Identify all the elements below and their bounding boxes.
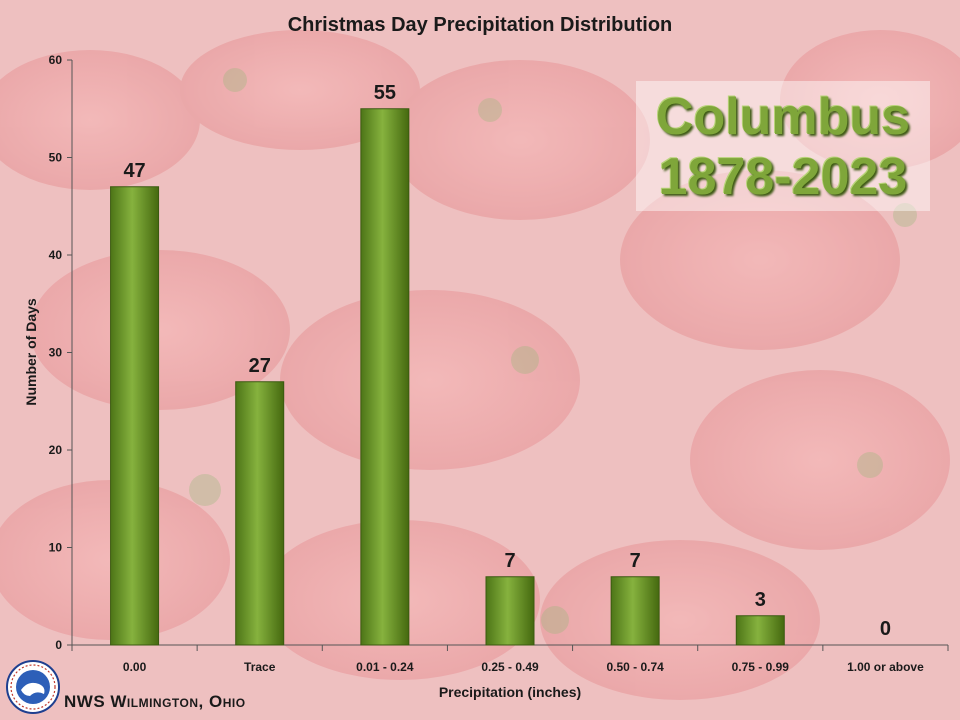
bar-value-label: 55 (374, 82, 396, 104)
y-tick-label: 10 (49, 541, 63, 555)
x-tick-label: 1.00 or above (847, 660, 924, 674)
bar (610, 576, 660, 646)
nws-logo-icon (6, 660, 60, 714)
bar-value-label: 3 (755, 589, 766, 611)
record-period: 1878-2023 (658, 148, 908, 206)
x-tick-label: Trace (244, 660, 276, 674)
station-name: Columbus (655, 88, 911, 146)
y-tick-label: 30 (49, 346, 63, 360)
bar (485, 576, 535, 646)
bar-value-label: 7 (630, 550, 641, 572)
bar (235, 381, 285, 646)
chart-title: Christmas Day Precipitation Distribution (287, 14, 673, 36)
bar (110, 186, 160, 646)
bar (360, 108, 410, 646)
x-tick-label: 0.50 - 0.74 (606, 660, 664, 674)
footer-credit: NWS Wilmington, Ohio (64, 692, 246, 711)
x-axis: 0.00 Trace 0.01 - 0.24 0.25 - 0.49 0.50 - 0.… (71, 644, 949, 674)
station-title-box: Columbus 1878-2023 (636, 81, 930, 211)
y-axis-label: Number of Days (23, 298, 39, 406)
bars (110, 108, 785, 646)
y-tick-label: 60 (49, 53, 63, 67)
x-tick-label: 0.00 (123, 660, 147, 674)
x-tick-label: 0.75 - 0.99 (732, 660, 790, 674)
bar-value-label: 47 (123, 160, 145, 182)
bar-value-label: 7 (504, 550, 515, 572)
y-tick-label: 50 (49, 151, 63, 165)
y-tick-label: 20 (49, 443, 63, 457)
x-tick-label: 0.25 - 0.49 (481, 660, 539, 674)
data-labels: 47 27 55 7 7 3 0 (123, 82, 891, 640)
bar-value-label: 0 (880, 618, 891, 640)
bar (735, 615, 785, 646)
x-axis-label: Precipitation (inches) (439, 684, 581, 700)
bar-value-label: 27 (249, 355, 271, 377)
y-tick-label: 40 (49, 248, 63, 262)
y-tick-label: 0 (55, 638, 62, 652)
y-axis: 0 10 20 30 40 50 60 (49, 53, 73, 652)
x-tick-label: 0.01 - 0.24 (356, 660, 414, 674)
